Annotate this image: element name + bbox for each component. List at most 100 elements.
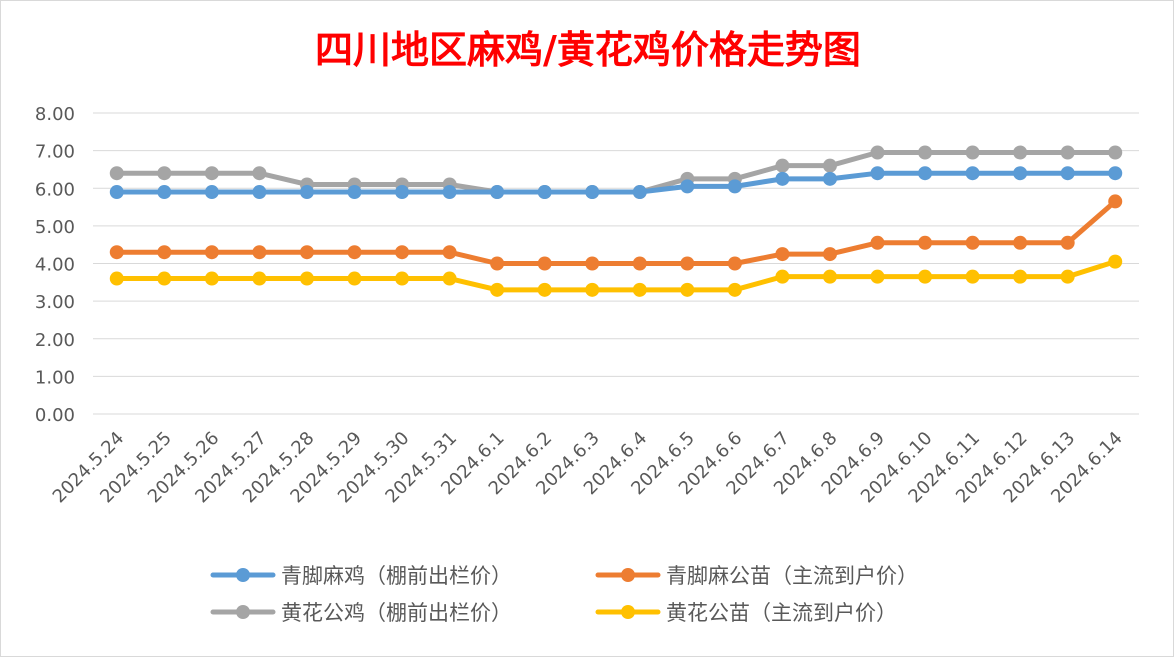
data-point (299, 185, 314, 200)
data-point (490, 256, 505, 271)
data-point (157, 271, 172, 286)
data-point (870, 269, 885, 284)
legend-item: 青脚麻鸡（棚前出栏价） (210, 564, 512, 588)
data-point (395, 245, 410, 260)
data-point (965, 235, 980, 250)
data-point (537, 282, 552, 297)
data-point (109, 271, 124, 286)
data-point (347, 245, 362, 260)
data-point (918, 166, 933, 181)
data-point (157, 185, 172, 200)
data-point (157, 245, 172, 260)
data-point (822, 247, 837, 262)
data-point (157, 166, 172, 181)
legend-marker (621, 605, 635, 619)
data-point (632, 185, 647, 200)
data-point (1013, 145, 1028, 160)
data-point (490, 282, 505, 297)
data-point (442, 245, 457, 260)
y-tick-label: 3.00 (35, 292, 75, 313)
legend-label: 黄花公鸡（棚前出栏价） (281, 601, 512, 625)
y-tick-label: 4.00 (35, 255, 75, 276)
data-point (870, 235, 885, 250)
data-point (822, 269, 837, 284)
legend-marker (236, 605, 250, 619)
legend-item: 黄花公苗（主流到户价） (595, 601, 897, 625)
series-2 (109, 194, 1123, 271)
data-point (347, 185, 362, 200)
data-point (775, 269, 790, 284)
data-point (1108, 254, 1123, 269)
data-point (965, 145, 980, 160)
data-point (1108, 145, 1123, 160)
legend-marker (621, 568, 635, 582)
data-point (965, 166, 980, 181)
data-point (1108, 194, 1123, 209)
data-point (727, 179, 742, 194)
legend-label: 青脚麻公苗（主流到户价） (666, 564, 918, 588)
series-line (114, 170, 1118, 195)
y-tick-label: 7.00 (35, 142, 75, 163)
series-line (114, 259, 1118, 293)
legend-item: 黄花公鸡（棚前出栏价） (210, 601, 512, 625)
data-point (204, 245, 219, 260)
data-point (870, 145, 885, 160)
data-point (870, 166, 885, 181)
y-tick-label: 1.00 (35, 367, 75, 388)
data-point (918, 145, 933, 160)
data-point (299, 245, 314, 260)
data-point (537, 185, 552, 200)
data-point (632, 282, 647, 297)
series-layer (109, 145, 1123, 297)
data-point (204, 166, 219, 181)
x-axis: 2024.5.242024.5.252024.5.262024.5.272024… (49, 428, 1127, 508)
data-point (1060, 145, 1075, 160)
data-point (299, 271, 314, 286)
data-point (1013, 235, 1028, 250)
legend-label: 青脚麻鸡（棚前出栏价） (281, 564, 512, 588)
y-tick-label: 8.00 (35, 104, 75, 125)
data-point (395, 185, 410, 200)
legend: 青脚麻鸡（棚前出栏价） 青脚麻公苗（主流到户价） 黄花公鸡（棚前出栏价） 黄花公苗（主… (210, 564, 918, 625)
data-point (537, 256, 552, 271)
y-axis: 0.00 1.00 2.00 3.00 4.00 5.00 6.00 7.00 8.00 (35, 104, 75, 426)
data-point (204, 185, 219, 200)
series-line (114, 198, 1118, 266)
y-tick-label: 5.00 (35, 217, 75, 238)
data-point (585, 256, 600, 271)
data-point (918, 235, 933, 250)
data-point (680, 256, 695, 271)
y-tick-label: 0.00 (35, 405, 75, 426)
data-point (632, 256, 647, 271)
legend-marker (236, 568, 250, 582)
data-point (252, 271, 267, 286)
data-point (252, 185, 267, 200)
data-point (252, 245, 267, 260)
data-point (775, 171, 790, 186)
data-point (775, 247, 790, 262)
data-point (109, 185, 124, 200)
data-point (1108, 166, 1123, 181)
data-point (918, 269, 933, 284)
data-point (822, 171, 837, 186)
data-point (1013, 166, 1028, 181)
data-point (109, 166, 124, 181)
chart-title: 四川地区麻鸡/黄花鸡价格走势图 (315, 27, 861, 72)
data-point (490, 185, 505, 200)
data-point (775, 158, 790, 173)
data-point (347, 271, 362, 286)
data-point (1060, 269, 1075, 284)
data-point (252, 166, 267, 181)
data-point (680, 179, 695, 194)
data-point (442, 185, 457, 200)
data-point (1013, 269, 1028, 284)
data-point (965, 269, 980, 284)
series-1 (109, 166, 1123, 200)
data-point (1060, 166, 1075, 181)
data-point (1060, 235, 1075, 250)
legend-item: 青脚麻公苗（主流到户价） (595, 564, 918, 588)
data-point (442, 271, 457, 286)
data-point (585, 185, 600, 200)
